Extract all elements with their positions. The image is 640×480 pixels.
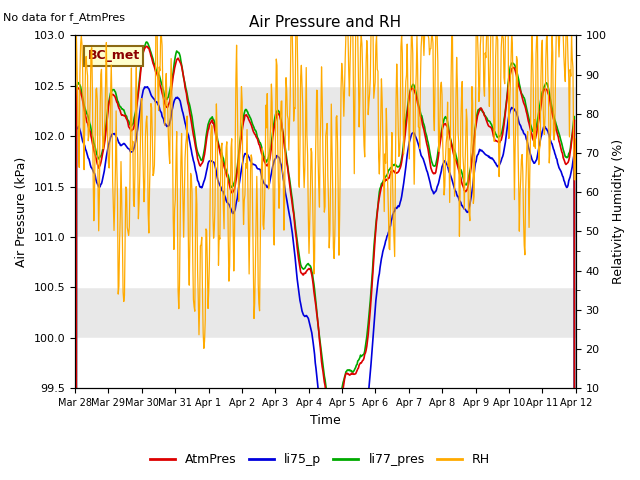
Bar (75, 237, 576, 288)
X-axis label: Time: Time (310, 414, 340, 427)
Text: BC_met: BC_met (88, 49, 140, 62)
Bar (75, 338, 576, 388)
Y-axis label: Air Pressure (kPa): Air Pressure (kPa) (15, 156, 28, 267)
Legend: AtmPres, li75_p, li77_pres, RH: AtmPres, li75_p, li77_pres, RH (145, 448, 495, 471)
Text: No data for f_AtmPres: No data for f_AtmPres (3, 12, 125, 23)
Bar (75, 36, 576, 86)
Title: Air Pressure and RH: Air Pressure and RH (250, 15, 401, 30)
Y-axis label: Relativity Humidity (%): Relativity Humidity (%) (612, 139, 625, 284)
Bar (75, 136, 576, 187)
